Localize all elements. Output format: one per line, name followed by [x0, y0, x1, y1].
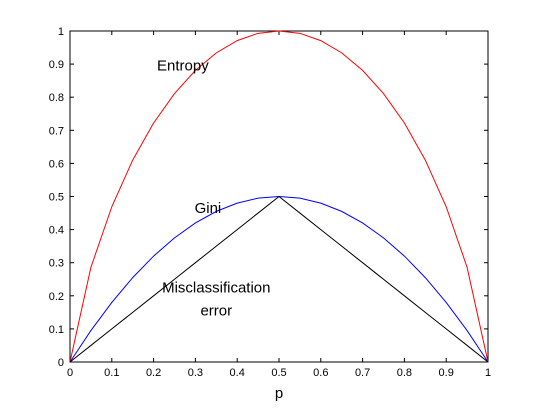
x-tick-label: 0.7 [355, 367, 370, 379]
y-tick-label: 0 [58, 357, 64, 369]
annotation-label: Misclassification [162, 279, 270, 296]
annotation-label: error [200, 303, 232, 320]
series-layer [69, 30, 489, 363]
y-tick-label: 0.4 [49, 225, 64, 237]
y-tick-label: 0.7 [49, 125, 64, 137]
y-tick-label: 0.8 [49, 92, 64, 104]
y-tick-label: 0.9 [49, 59, 64, 71]
x-tick-label: 0.8 [397, 367, 412, 379]
y-tick-label: 0.1 [49, 324, 64, 336]
x-tick-label: 0.4 [230, 367, 245, 379]
annotation-label: Gini [195, 200, 222, 217]
x-axis-title: p [275, 385, 283, 402]
y-tick-label: 1 [58, 26, 64, 38]
y-tick-label: 0.2 [49, 291, 64, 303]
y-tick-label: 0.5 [49, 192, 64, 204]
x-tick-label: 0.3 [188, 367, 203, 379]
x-tick-label: 0.2 [146, 367, 161, 379]
y-tick-label: 0.3 [49, 258, 64, 270]
x-tick-label: 0.6 [313, 367, 328, 379]
x-tick-label: 0 [67, 367, 73, 379]
series-line-0 [69, 30, 489, 363]
y-tick-label: 0.6 [49, 158, 64, 170]
y-axis: 0 0.1 0.2 0.3 0.4 0.5 0.6 0.7 0.8 0.9 1 [49, 26, 488, 369]
x-tick-label: 0.5 [271, 367, 286, 379]
x-tick-label: 1 [485, 367, 491, 379]
x-axis: 0 0.1 0.2 0.3 0.4 0.5 0.6 0.7 0.8 0.9 1 [67, 31, 491, 379]
annotations: Entropy Gini Misclassification error [157, 58, 270, 320]
annotation-label: Entropy [157, 58, 209, 75]
x-tick-label: 0.1 [104, 367, 119, 379]
series-line-2 [69, 195, 489, 363]
x-tick-label: 0.9 [439, 367, 454, 379]
